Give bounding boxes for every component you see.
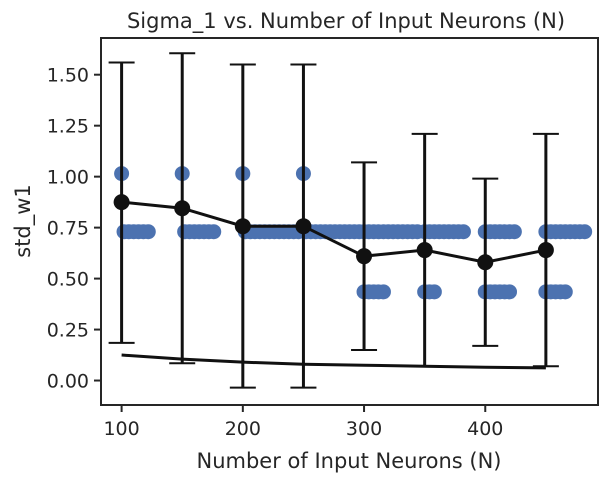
x-tick-label: 300 xyxy=(346,418,382,440)
mean-marker xyxy=(234,218,251,235)
mean-marker xyxy=(537,242,554,259)
y-tick-label: 0.00 xyxy=(47,371,89,393)
scatter-point xyxy=(502,284,518,300)
scatter-point xyxy=(426,284,442,300)
mean-marker xyxy=(477,254,494,271)
x-axis-label: Number of Input Neurons (N) xyxy=(197,449,502,473)
plot-frame xyxy=(100,37,599,406)
mean-marker xyxy=(356,248,373,265)
plot-area xyxy=(108,52,593,389)
scatter-point xyxy=(557,284,573,300)
mean-marker xyxy=(416,242,433,259)
y-axis-label: std_w1 xyxy=(11,184,36,258)
scatter-point xyxy=(206,224,222,240)
axes: 100 200 300 400 0.00 0.25 0.50 0.75 1.00 1.25 1.50 xyxy=(47,65,504,440)
mean-line xyxy=(121,200,547,264)
mean-marker xyxy=(295,218,312,235)
x-tick-label: 200 xyxy=(225,418,261,440)
y-tick-label: 1.50 xyxy=(47,65,89,87)
y-tick-label: 0.25 xyxy=(47,320,89,342)
x-tick-label: 100 xyxy=(103,418,139,440)
mean-marker xyxy=(113,194,130,211)
mean-marker xyxy=(174,200,191,217)
scatter-point xyxy=(506,224,522,240)
scatter-point xyxy=(140,224,156,240)
y-tick-label: 0.75 xyxy=(47,218,89,240)
y-tick-label: 1.00 xyxy=(47,167,89,189)
scatter-point xyxy=(577,224,593,240)
x-tick-label: 400 xyxy=(467,418,503,440)
scatter-point xyxy=(455,224,471,240)
y-tick-label: 1.25 xyxy=(47,116,89,138)
scatter-point xyxy=(375,284,391,300)
y-tick-label: 0.50 xyxy=(47,269,89,291)
lower-curve xyxy=(121,353,546,370)
chart-title: Sigma_1 vs. Number of Input Neurons (N) xyxy=(127,9,565,34)
